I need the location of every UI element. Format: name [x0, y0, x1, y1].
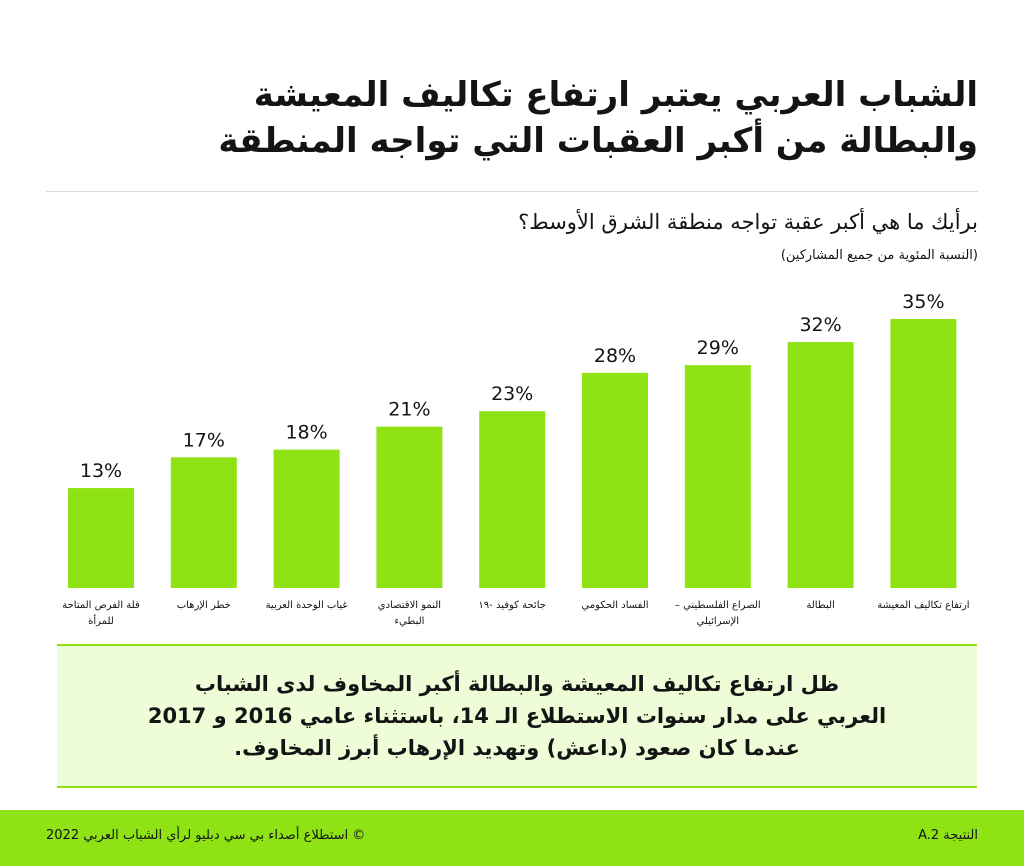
- value-label-1: 13%: [80, 460, 122, 482]
- title-line-1: الشباب العربي يعتبر ارتفاع تكاليف المعيش…: [253, 75, 978, 115]
- category-label-9: ارتفاع تكاليف المعيشة: [877, 600, 969, 611]
- bar-6: [582, 372, 648, 588]
- footer-copyright: © استطلاع أصداء بي سي دبليو لرأي الشباب …: [46, 828, 366, 843]
- highlight-line-2: العربي على مدار سنوات الاستطلاع الـ 14، …: [147, 704, 887, 728]
- value-label-5: 23%: [491, 383, 533, 405]
- bar-9: [890, 319, 957, 588]
- bar-5: [479, 411, 546, 588]
- bar-chart: 13% قلة الفرص المتاحة للمرأة 17% خطر الإرهاب…: [62, 291, 969, 627]
- bar-8: [787, 342, 854, 588]
- category-label-2: خطر الإرهاب: [177, 600, 231, 611]
- footer-bar: © استطلاع أصداء بي سي دبليو لرأي الشباب …: [0, 810, 1024, 866]
- bar-2: [170, 457, 237, 588]
- highlight-line-3: عندما كان صعود (داعش) وتهديد الإرهاب أبر…: [234, 736, 800, 760]
- bar-7: [684, 365, 751, 588]
- category-label-1-line-2: للمرأة: [88, 614, 114, 627]
- value-label-8: 32%: [799, 314, 841, 336]
- title-line-2: والبطالة من أكبر العقبات التي تواجه المن…: [218, 121, 978, 161]
- page-title: الشباب العربي يعتبر ارتفاع تكاليف المعيش…: [78, 72, 978, 164]
- category-label-1-line-1: قلة الفرص المتاحة: [62, 600, 140, 611]
- category-label-7-line-2: الإسرائيلي: [696, 616, 739, 627]
- value-label-2: 17%: [183, 429, 225, 451]
- value-label-6: 28%: [594, 345, 636, 367]
- category-label-4-line-1: النمو الاقتصادي: [378, 600, 441, 611]
- bar-4: [376, 426, 443, 588]
- title-divider: [46, 191, 978, 192]
- category-label-4-line-2: البطيء: [394, 616, 424, 627]
- category-label-5: جائحة كوفيد -١٩: [478, 600, 546, 611]
- highlight-box: ظل ارتفاع تكاليف المعيشة والبطالة أكبر ا…: [57, 644, 977, 788]
- category-label-8: البطالة: [806, 600, 835, 611]
- value-label-9: 35%: [902, 291, 944, 313]
- footer-result-label: النتيجة A.2: [918, 828, 978, 843]
- value-label-4: 21%: [388, 399, 430, 421]
- highlight-line-1: ظل ارتفاع تكاليف المعيشة والبطالة أكبر ا…: [194, 672, 840, 696]
- category-label-3: غياب الوحدة العربية: [266, 600, 348, 611]
- chart-question: برأيك ما هي أكبر عقبة تواجه منطقة الشرق …: [518, 210, 978, 234]
- value-label-7: 29%: [697, 337, 739, 359]
- value-label-3: 18%: [285, 422, 327, 444]
- bar-1: [68, 488, 134, 588]
- chart-subtitle: (النسبة المئوية من جميع المشاركين): [780, 248, 978, 263]
- category-label-7-line-1: الصراع الفلسطيني –: [675, 600, 761, 611]
- category-label-6: الفساد الحكومي: [581, 600, 648, 611]
- bar-3: [273, 449, 340, 588]
